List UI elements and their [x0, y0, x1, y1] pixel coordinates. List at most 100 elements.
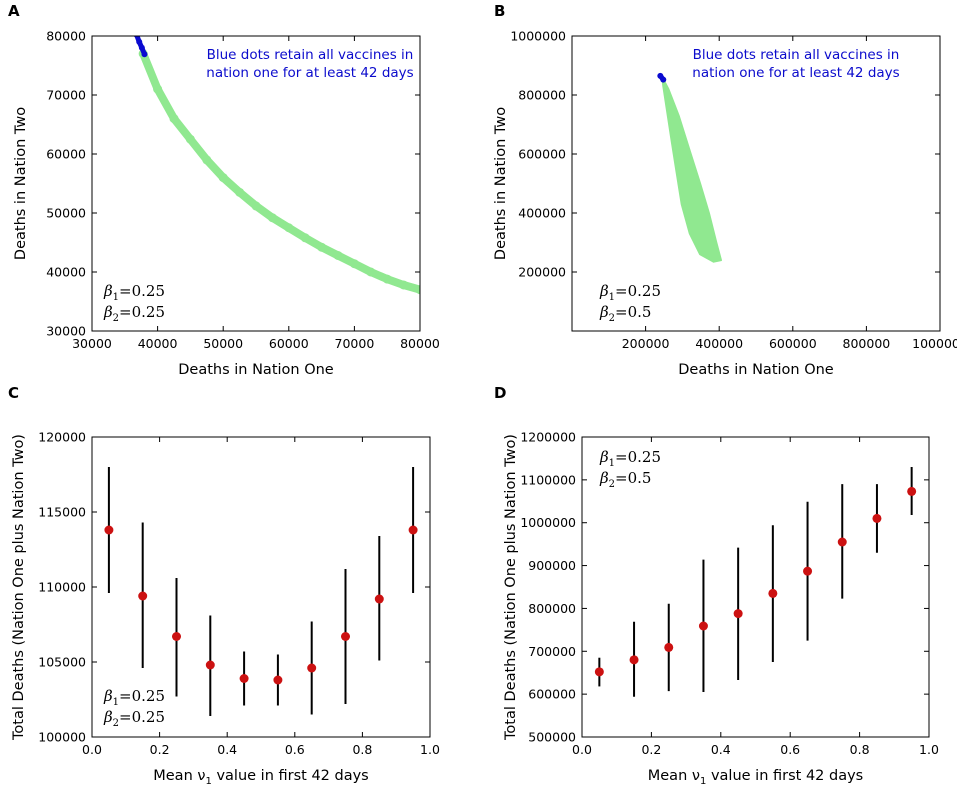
y-tick-label: 500000: [528, 730, 576, 745]
y-tick-label: 1200000: [520, 430, 576, 445]
x-tick-label: 60000: [269, 336, 309, 351]
y-tick-label: 800000: [528, 601, 576, 616]
green-dots-band: [139, 49, 420, 294]
beta-subscript: 2: [113, 718, 119, 729]
y-tick-label: 60000: [46, 147, 86, 162]
green-dot: [349, 259, 359, 269]
data-point: [629, 655, 639, 665]
x-tick-label: 0.4: [711, 742, 731, 757]
x-axis-label: Deaths in Nation One: [678, 362, 834, 378]
green-dot: [267, 213, 277, 223]
y-tick-label: 1000000: [520, 515, 576, 530]
data-point: [664, 642, 674, 652]
x-tick-label: 80000: [400, 336, 440, 351]
green-dot: [202, 155, 212, 165]
annotation-line: nation one for at least 42 days: [206, 65, 413, 81]
data-point: [408, 525, 418, 535]
green-dot: [185, 134, 195, 144]
panel-letter: B: [494, 2, 505, 20]
blue-dots: [134, 36, 147, 57]
green-dot: [382, 274, 392, 284]
green-dot: [153, 84, 163, 94]
axes-frame: [91, 35, 421, 332]
data-point: [803, 566, 813, 576]
x-tick-label: 0.6: [780, 742, 800, 757]
axes-frame: [581, 436, 930, 738]
x-tick-label: 800000: [843, 336, 891, 351]
y-axis-label: Total Deaths (Nation One plus Nation Two…: [503, 434, 519, 741]
x-tick-label: 0.6: [285, 742, 305, 757]
x-axis-label: Mean ν1 value in first 42 days: [153, 768, 368, 787]
beta-symbol: β: [103, 687, 113, 705]
data-point: [374, 594, 384, 604]
y-tick-label: 200000: [518, 265, 566, 280]
x-tick-label: 70000: [335, 336, 375, 351]
panel-a: A 30000 40000 50000 60000 70000 80000 30000 4000…: [8, 2, 440, 378]
beta-value: =0.25: [119, 303, 165, 321]
beta-subscript: 1: [113, 697, 119, 708]
beta-value: =0.25: [615, 448, 661, 466]
beta-symbol: β: [599, 282, 609, 300]
x-tick-label: 0.8: [352, 742, 372, 757]
beta-value: =0.25: [615, 282, 661, 300]
green-dot: [169, 114, 179, 124]
x-tick-label: 40000: [138, 336, 178, 351]
axes-frame: [571, 35, 941, 332]
data-layer: [657, 72, 722, 263]
y-tick-label: 100000: [38, 730, 86, 745]
y-tick-label: 115000: [38, 505, 86, 520]
data-point: [907, 486, 917, 496]
x-tick-label: 1.0: [919, 742, 939, 757]
y-tick-label: 120000: [38, 430, 86, 445]
x-tick-label: 0.2: [641, 742, 661, 757]
beta-parameter: β2=0.25: [103, 303, 165, 324]
y-tick-label: 50000: [46, 206, 86, 221]
panel-letter: C: [8, 384, 19, 402]
data-point: [768, 588, 778, 598]
beta-symbol: β: [599, 303, 609, 321]
blue-dot: [138, 44, 145, 51]
y-tick-label: 30000: [46, 324, 86, 339]
green-dot: [284, 223, 294, 233]
y-axis-label: Total Deaths (Nation One plus Nation Two…: [11, 434, 27, 741]
x-tick-label: 0.8: [850, 742, 870, 757]
y-tick-label: 1100000: [520, 472, 576, 487]
data-point: [698, 621, 708, 631]
beta-parameter: β1=0.25: [599, 448, 661, 469]
data-point: [594, 667, 604, 677]
x-tick-label: 1000000: [912, 336, 957, 351]
panel-d: D 0.0 0.2 0.4 0.6 0.8 1.0 500000 600000 700000 800…: [494, 384, 939, 787]
data-point: [307, 663, 317, 673]
beta-subscript: 1: [113, 292, 119, 303]
x-tick-label: 400000: [695, 336, 743, 351]
annotation-line: Blue dots retain all vaccines in: [693, 47, 900, 63]
y-tick-label: 105000: [38, 655, 86, 670]
panel-letter: A: [8, 2, 20, 20]
data-point: [341, 632, 350, 641]
data-layer: [104, 467, 418, 716]
blue-dot: [133, 36, 140, 38]
data-point: [273, 675, 283, 685]
y-tick-label: 600000: [528, 687, 576, 702]
green-dots-cloud: [661, 76, 722, 263]
beta-value: =0.25: [119, 687, 165, 705]
panel-letter: D: [494, 384, 506, 402]
x-axis-label-sub: 1: [205, 776, 211, 787]
data-point: [837, 537, 847, 547]
y-tick-label: 900000: [528, 558, 576, 573]
beta-parameter: β2=0.25: [103, 708, 165, 729]
y-tick-label: 400000: [518, 206, 566, 221]
beta-symbol: β: [599, 469, 609, 487]
y-tick-label: 70000: [46, 88, 86, 103]
blue-dot: [660, 76, 667, 83]
data-layer: [594, 467, 917, 697]
beta-symbol: β: [599, 448, 609, 466]
green-dot: [251, 201, 261, 211]
beta-subscript: 1: [609, 292, 615, 303]
beta-symbol: β: [103, 282, 113, 300]
beta-parameter: β1=0.25: [103, 282, 165, 303]
beta-value: =0.5: [615, 469, 651, 487]
beta-value: =0.25: [119, 708, 165, 726]
data-point: [205, 660, 215, 670]
